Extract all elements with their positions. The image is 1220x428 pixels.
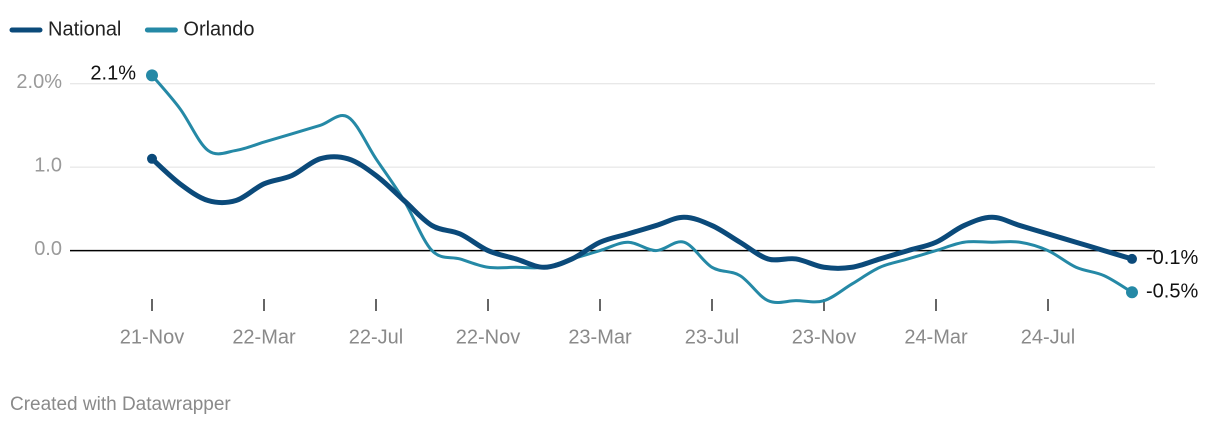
legend-label: National [48, 18, 121, 40]
series-line [150, 73, 1134, 304]
data-label: -0.5% [1146, 281, 1198, 303]
legend-label: Orlando [183, 18, 254, 40]
credit: Created with Datawrapper [10, 394, 231, 415]
end-dot [146, 69, 158, 82]
x-tick-label: 24-Mar [904, 326, 968, 348]
y-tick-label: 2.0% [16, 71, 62, 93]
y-tick-label: 1.0 [34, 154, 62, 176]
end-dot [1126, 286, 1138, 299]
data-label: 2.1% [90, 63, 136, 85]
series-line [149, 154, 1135, 271]
x-tick-label: 23-Mar [568, 326, 632, 348]
x-tick-label: 23-Nov [792, 326, 856, 348]
end-dot [1127, 253, 1137, 264]
y-tick-label: 0.0 [34, 238, 62, 260]
end-dot [147, 153, 157, 164]
x-tick-label: 22-Mar [232, 326, 296, 348]
x-tick-label: 24-Jul [1021, 326, 1075, 348]
x-tick-label: 23-Jul [685, 326, 739, 348]
data-label: -0.1% [1146, 247, 1198, 269]
x-tick-label: 22-Nov [456, 326, 520, 348]
x-tick-label: 22-Jul [349, 326, 403, 348]
x-tick-label: 21-Nov [120, 326, 184, 348]
